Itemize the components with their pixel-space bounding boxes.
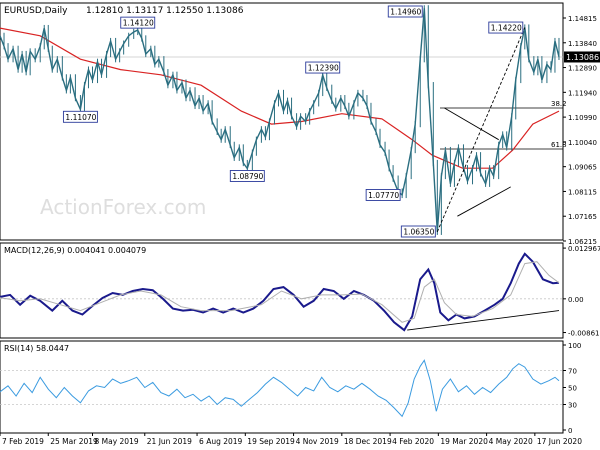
x-tick-label: 7 Feb 2019 xyxy=(2,437,44,446)
price-level-label: 1.07770 xyxy=(365,189,401,201)
price-level-label: 1.14220 xyxy=(488,21,524,34)
svg-text:1.14220: 1.14220 xyxy=(491,24,522,33)
x-tick-label: 21 Jun 2019 xyxy=(147,437,192,446)
x-tick-label: 25 Mar 2019 xyxy=(50,437,98,446)
price-tick-label: 1.09065 xyxy=(568,164,597,172)
price-tick-label: 1.12890 xyxy=(568,65,597,73)
price-tick-label: 1.07165 xyxy=(568,213,597,221)
fib-levels: 38.2 61.8 xyxy=(440,100,567,150)
rsi-title: RSI(14) 58.0447 xyxy=(4,344,69,353)
price-tick-label: 1.11940 xyxy=(568,89,597,97)
rsi-line xyxy=(0,359,560,418)
x-tick-label: 19 Sep 2019 xyxy=(247,437,295,446)
macd-tick-label: 0.00 xyxy=(568,296,584,304)
price-level-label: 1.14960 xyxy=(387,5,423,18)
rsi-y-axis: 100 70 50 30 0 xyxy=(563,342,581,435)
rsi-levels xyxy=(0,370,563,405)
watermark: ActionForex.com xyxy=(40,195,206,219)
x-tick-label: 18 Dec 2019 xyxy=(344,437,392,446)
price-level-label: 1.14120 xyxy=(120,16,156,29)
rsi-tick-label: 50 xyxy=(568,385,577,393)
rsi-series xyxy=(0,359,560,418)
fib-label: 61.8 xyxy=(551,141,567,149)
macd-y-axis: 0.012967 0.00 -0.008616 xyxy=(563,245,600,338)
price-level-label: 1.12390 xyxy=(305,61,341,74)
price-tick-label: 1.13840 xyxy=(568,40,597,48)
x-tick-label: 8 May 2019 xyxy=(94,437,138,446)
trendline xyxy=(457,186,511,217)
macd-signal-line xyxy=(0,261,560,323)
rsi-panel: RSI(14) 58.0447 100 70 50 30 0 xyxy=(0,340,581,435)
macd-panel: MACD(12,26,9) 0.004041 0.004079 0.012967… xyxy=(0,242,600,339)
trendline xyxy=(444,107,499,141)
rsi-tick-label: 70 xyxy=(568,368,577,376)
price-tick-label: 1.08115 xyxy=(568,188,597,196)
x-tick-label: 6 Aug 2019 xyxy=(199,437,242,446)
svg-text:1.07770: 1.07770 xyxy=(368,191,399,200)
price-ohlc: 1.12810 1.13117 1.12550 1.13086 xyxy=(86,6,244,16)
price-line xyxy=(0,8,560,232)
x-tick-label: 4 May 2020 xyxy=(489,437,533,446)
svg-text:1.14120: 1.14120 xyxy=(123,19,154,28)
svg-text:1.08790: 1.08790 xyxy=(232,172,263,181)
macd-tick-label: -0.008616 xyxy=(568,330,600,338)
macd-title: MACD(12,26,9) 0.004041 0.004079 xyxy=(4,246,146,255)
svg-text:1.06350: 1.06350 xyxy=(403,228,434,237)
price-tick-label: 1.06215 xyxy=(568,238,597,246)
price-title: EURUSD,Daily xyxy=(4,6,68,16)
svg-text:1.12390: 1.12390 xyxy=(308,64,339,73)
price-level-label: 1.08790 xyxy=(229,170,265,182)
price-level-label: 1.11070 xyxy=(62,110,98,123)
price-tick-label: 1.10990 xyxy=(568,114,597,122)
x-tick-label: 4 Nov 2019 xyxy=(296,437,339,446)
macd-series xyxy=(0,252,563,332)
x-tick-label: 19 Mar 2020 xyxy=(440,437,488,446)
price-y-axis: 1.14815 1.13840 1.12890 1.11940 1.10990 1.100… xyxy=(563,15,597,246)
price-tick-label: 1.10040 xyxy=(568,139,597,147)
trendline xyxy=(436,27,526,232)
svg-text:1.11070: 1.11070 xyxy=(65,113,96,122)
macd-trendline-segment xyxy=(407,310,560,331)
price-trendlines xyxy=(436,27,526,232)
rsi-tick-label: 100 xyxy=(568,342,581,350)
x-tick-label: 17 Jun 2020 xyxy=(537,437,582,446)
macd-trendline xyxy=(407,310,560,331)
rsi-tick-label: 30 xyxy=(568,402,577,410)
rsi-tick-label: 0 xyxy=(568,427,572,435)
current-price-marker: 1.13086 xyxy=(564,51,600,63)
macd-tick-label: 0.012967 xyxy=(568,245,600,253)
current-price-label: 1.13086 xyxy=(566,53,599,62)
price-annotations: 1.14120 1.11070 1.08790 1.12390 1.14960 1.077… xyxy=(62,5,524,238)
svg-text:1.14960: 1.14960 xyxy=(390,8,421,17)
price-tick-label: 1.14815 xyxy=(568,15,597,23)
fib-label: 38.2 xyxy=(551,100,567,108)
price-panel: ActionForex.com EURUSD,Daily 1.12810 1.1… xyxy=(0,2,600,246)
price-level-label: 1.06350 xyxy=(400,225,436,238)
x-tick-label: 4 Feb 2020 xyxy=(392,437,434,446)
